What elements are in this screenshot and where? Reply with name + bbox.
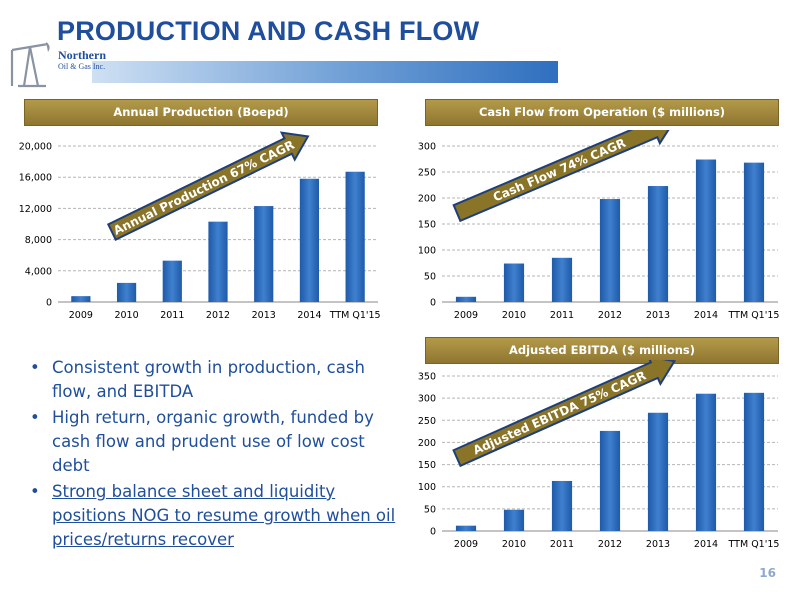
bullet-item-link: • Strong balance sheet and liquidity posi… xyxy=(30,482,396,549)
bar xyxy=(71,296,91,302)
company-logo: Northern Oil & Gas Inc. xyxy=(8,40,118,92)
y-tick-label: 150 xyxy=(418,220,436,231)
bar xyxy=(695,159,717,302)
y-tick-label: 200 xyxy=(418,438,436,449)
x-tick-label: 2014 xyxy=(694,310,718,321)
x-tick-label: 2011 xyxy=(160,310,184,321)
bar xyxy=(647,186,669,302)
x-tick-label: 2010 xyxy=(502,539,526,550)
x-tick-label: 2014 xyxy=(297,310,321,321)
x-tick-label: 2012 xyxy=(206,310,230,321)
chart-header-ebitda: Adjusted EBITDA ($ millions) xyxy=(425,337,779,364)
y-tick-label: 50 xyxy=(424,504,436,515)
x-tick-label: 2011 xyxy=(550,539,574,550)
x-tick-label: TTM Q1'15 xyxy=(728,539,780,550)
bar xyxy=(455,296,477,302)
y-tick-label: 150 xyxy=(418,460,436,471)
cashflow-bar-chart: 0 50 100 150 200 250 300 2009 2010 2011 2012 2013 20… xyxy=(418,130,780,321)
y-tick-label: 16,000 xyxy=(19,173,52,184)
y-tick-label: 20,000 xyxy=(19,142,52,153)
x-tick-label: 2012 xyxy=(598,310,622,321)
logo-name: Northern xyxy=(58,48,106,62)
arrow-shape xyxy=(106,131,310,241)
y-tick-label: 200 xyxy=(418,194,436,205)
bar xyxy=(299,178,320,302)
x-tick-label: 2010 xyxy=(502,310,526,321)
bar xyxy=(743,162,765,302)
y-tick-label: 0 xyxy=(430,527,436,538)
bar xyxy=(254,206,274,302)
y-tick-label: 0 xyxy=(46,298,52,309)
production-bar-chart: 0 4,000 8,000 12,000 16,000 20,000 2009 2010 201… xyxy=(19,131,381,321)
bar xyxy=(503,263,525,302)
bar xyxy=(743,392,765,531)
bar xyxy=(551,257,573,302)
bar xyxy=(599,199,621,302)
slide-title: PRODUCTION AND CASH FLOW xyxy=(57,16,480,46)
y-tick-label: 12,000 xyxy=(19,204,52,215)
x-tick-label: 2013 xyxy=(252,310,276,321)
chart-header-production: Annual Production (Boepd) xyxy=(24,99,378,126)
bar xyxy=(503,509,525,531)
x-tick-label: 2011 xyxy=(550,310,574,321)
y-tick-label: 8,000 xyxy=(25,235,52,246)
y-tick-label: 4,000 xyxy=(25,266,52,277)
cagr-arrow: Cash Flow 74% CAGR xyxy=(452,130,676,223)
cagr-label: Adjusted EBITDA 75% CAGR xyxy=(471,368,648,457)
bar xyxy=(162,260,182,302)
ebitda-bar-chart: 0 50 100 150 200 250 300 350 2009 2010 2011 2012 201… xyxy=(418,360,780,550)
bullet-item: • Consistent growth in production, cash f… xyxy=(30,358,365,401)
y-tick-label: 250 xyxy=(418,416,436,427)
bullet-list: • Consistent growth in production, cash f… xyxy=(28,356,400,554)
bar xyxy=(695,393,717,531)
y-tick-label: 350 xyxy=(418,372,436,383)
bar xyxy=(599,430,621,531)
y-tick-label: 300 xyxy=(418,142,436,153)
x-tick-label: 2009 xyxy=(454,310,478,321)
x-tick-label: 2014 xyxy=(694,539,718,550)
bar xyxy=(116,282,137,302)
logo-subname: Oil & Gas Inc. xyxy=(58,62,106,71)
bar xyxy=(455,525,477,531)
x-tick-label: 2009 xyxy=(69,310,93,321)
x-tick-label: 2009 xyxy=(454,539,478,550)
x-tick-label: TTM Q1'15 xyxy=(329,310,381,321)
y-tick-label: 0 xyxy=(430,298,436,309)
title-underline-bar xyxy=(92,61,558,83)
y-tick-label: 300 xyxy=(418,394,436,405)
x-tick-label: TTM Q1'15 xyxy=(728,310,780,321)
arrow-shape xyxy=(452,360,677,468)
y-tick-label: 50 xyxy=(424,272,436,283)
bar xyxy=(208,221,228,302)
x-tick-label: 2013 xyxy=(646,539,670,550)
page-number: 16 xyxy=(759,566,776,580)
bar xyxy=(551,480,573,531)
bullet-item: • High return, organic growth, funded by … xyxy=(30,408,374,475)
bar xyxy=(345,171,365,302)
chart-header-cashflow: Cash Flow from Operation ($ millions) xyxy=(425,99,779,126)
y-tick-label: 100 xyxy=(418,482,436,493)
y-tick-label: 100 xyxy=(418,246,436,257)
y-tick-label: 250 xyxy=(418,168,436,179)
bar xyxy=(647,412,669,531)
x-tick-label: 2012 xyxy=(598,539,622,550)
pumpjack-icon xyxy=(10,42,50,88)
x-tick-label: 2010 xyxy=(114,310,138,321)
arrow-shape xyxy=(452,130,676,223)
x-tick-label: 2013 xyxy=(646,310,670,321)
cagr-arrow: Adjusted EBITDA 75% CAGR xyxy=(452,360,677,468)
